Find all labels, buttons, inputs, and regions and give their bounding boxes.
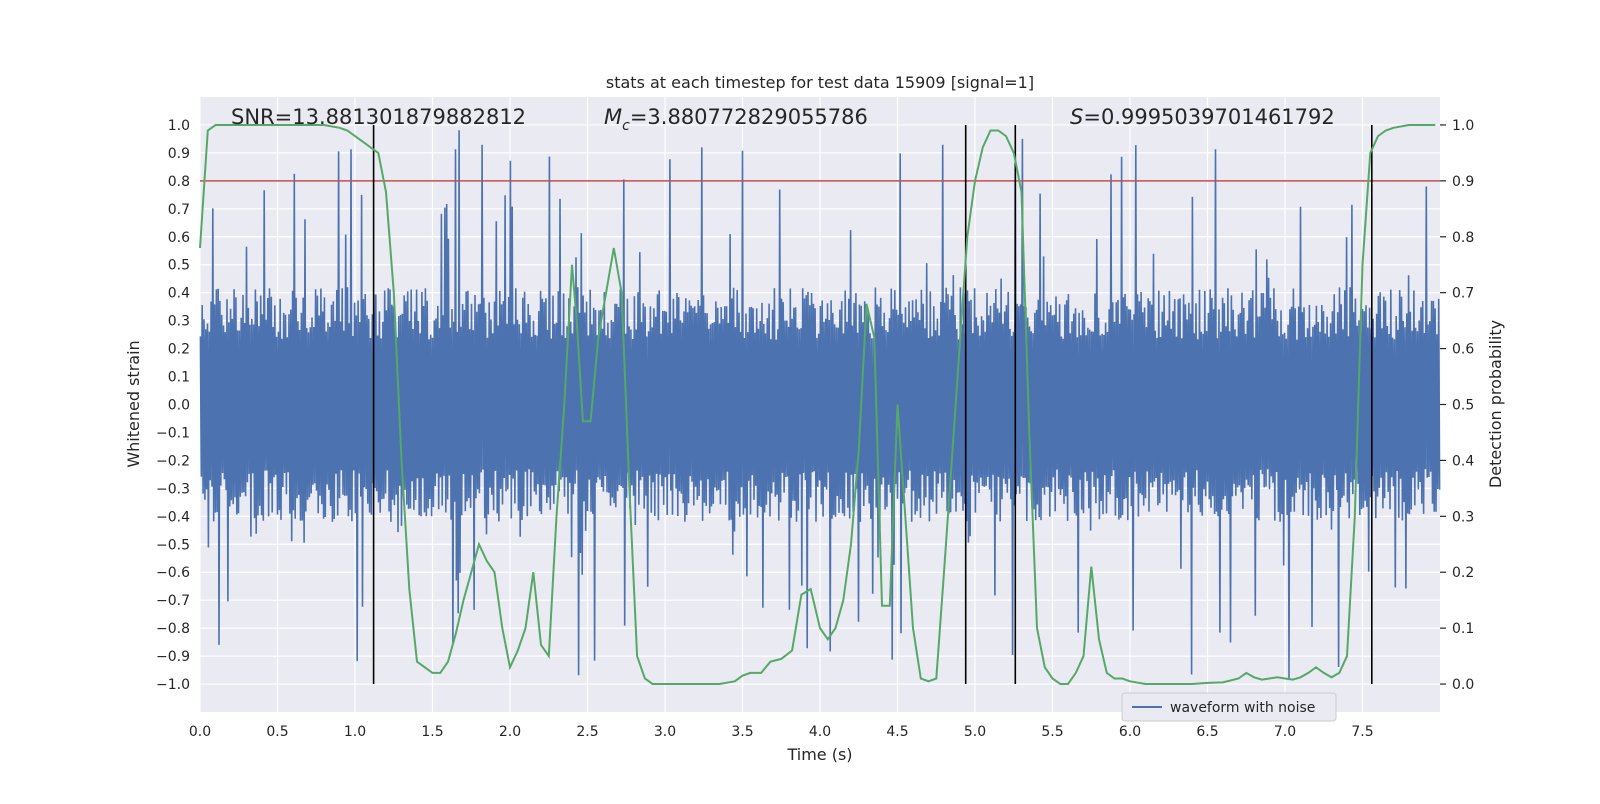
y-left-tick-label: −0.4: [156, 509, 190, 525]
x-tick-label: 2.5: [576, 724, 598, 740]
x-tick-label: 7.5: [1351, 724, 1373, 740]
y-left-tick-label: 0.5: [168, 258, 190, 274]
y-left-tick-label: 0.2: [168, 342, 190, 358]
y-left-tick-label: 0.7: [168, 202, 190, 218]
y-right-tick-label: 1.0: [1452, 118, 1474, 134]
chirp-mass-value: =3.880772829055786: [630, 105, 868, 129]
legend-label-waveform: waveform with noise: [1170, 700, 1315, 716]
x-axis-label: Time (s): [786, 745, 852, 764]
y-left-tick-label: 0.0: [168, 398, 190, 414]
y-left-tick-label: −0.1: [156, 425, 190, 441]
y-left-tick-label: −0.6: [156, 565, 190, 581]
x-tick-label: 6.5: [1196, 724, 1218, 740]
x-tick-label: 4.5: [886, 724, 908, 740]
x-tick-label: 2.0: [499, 724, 521, 740]
y-left-tick-label: 0.1: [168, 370, 190, 386]
y-left-tick-label: −0.7: [156, 593, 190, 609]
y-left-tick-label: −0.5: [156, 537, 190, 553]
y-left-tick-label: −0.2: [156, 453, 190, 469]
y-right-tick-label: 0.9: [1452, 174, 1474, 190]
y-right-tick-label: 0.0: [1452, 677, 1474, 693]
tick-layer: 0.0 0.5 1.0 1.5 2.0 2.5 3.0 3.5 4.0 4.5 5.0 5.5 6.0 6…: [156, 118, 1474, 740]
y-right-tick-label: 0.2: [1452, 565, 1474, 581]
chirp-mass-subscript: c: [622, 118, 630, 134]
x-tick-label: 3.0: [654, 724, 676, 740]
y-right-tick-label: 0.3: [1452, 509, 1474, 525]
y-left-tick-label: −1.0: [156, 677, 190, 693]
snr-annotation: SNR=13.881301879882812: [231, 105, 526, 129]
noise-layer: [199, 130, 1441, 680]
y-left-tick-label: 0.3: [168, 314, 190, 330]
y-left-tick-label: −0.3: [156, 481, 190, 497]
legend-box: [1121, 692, 1337, 722]
y-left-tick-label: 0.6: [168, 230, 190, 246]
score-value: =0.9995039701461792: [1083, 105, 1334, 129]
waveform-line: [199, 130, 1441, 680]
x-tick-label: 4.0: [809, 724, 831, 740]
y-left-tick-label: 0.4: [168, 286, 190, 302]
x-tick-label: 5.5: [1041, 724, 1063, 740]
y-axis-label-right: Detection probability: [1486, 320, 1505, 488]
x-tick-label: 5.0: [964, 724, 986, 740]
y-right-tick-label: 0.8: [1452, 230, 1474, 246]
detection-probability-line: [199, 124, 1436, 685]
score-annotation: S=0.9995039701461792: [1070, 105, 1335, 129]
overlay-layer: [199, 124, 1440, 685]
x-tick-label: 0.5: [266, 724, 288, 740]
x-tick-label: 1.5: [421, 724, 443, 740]
y-left-tick-label: −0.9: [156, 649, 190, 665]
legend: waveform with noise: [1121, 692, 1337, 722]
y-left-tick-label: −0.8: [156, 621, 190, 637]
y-right-tick-label: 0.4: [1452, 453, 1474, 469]
y-left-tick-label: 0.9: [168, 146, 190, 162]
y-right-tick-label: 0.5: [1452, 398, 1474, 414]
x-tick-label: 6.0: [1119, 724, 1141, 740]
chirp-mass-symbol: M: [604, 105, 622, 129]
y-left-tick-label: 0.8: [168, 174, 190, 190]
chirp-mass-annotation: Mc=3.880772829055786: [604, 105, 868, 134]
x-tick-label: 7.0: [1274, 724, 1296, 740]
y-right-tick-label: 0.7: [1452, 286, 1474, 302]
score-symbol: S: [1070, 105, 1083, 129]
y-right-tick-label: 0.6: [1452, 342, 1474, 358]
chart-title: stats at each timestep for test data 159…: [606, 73, 1034, 92]
x-tick-label: 3.5: [731, 724, 753, 740]
y-axis-label-left: Whitened strain: [124, 340, 143, 467]
x-tick-label: 1.0: [344, 724, 366, 740]
y-right-tick-label: 0.1: [1452, 621, 1474, 637]
x-tick-label: 0.0: [189, 724, 211, 740]
y-left-tick-label: 1.0: [168, 118, 190, 134]
